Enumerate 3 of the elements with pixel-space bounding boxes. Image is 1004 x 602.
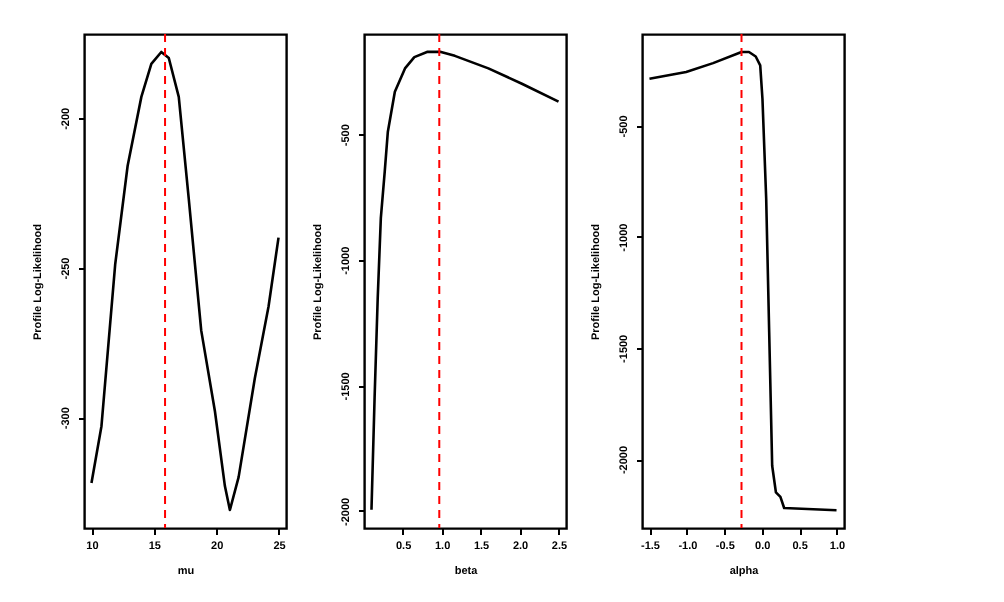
line-series (648, 50, 838, 512)
line-series (90, 50, 280, 512)
line-series (370, 50, 560, 511)
